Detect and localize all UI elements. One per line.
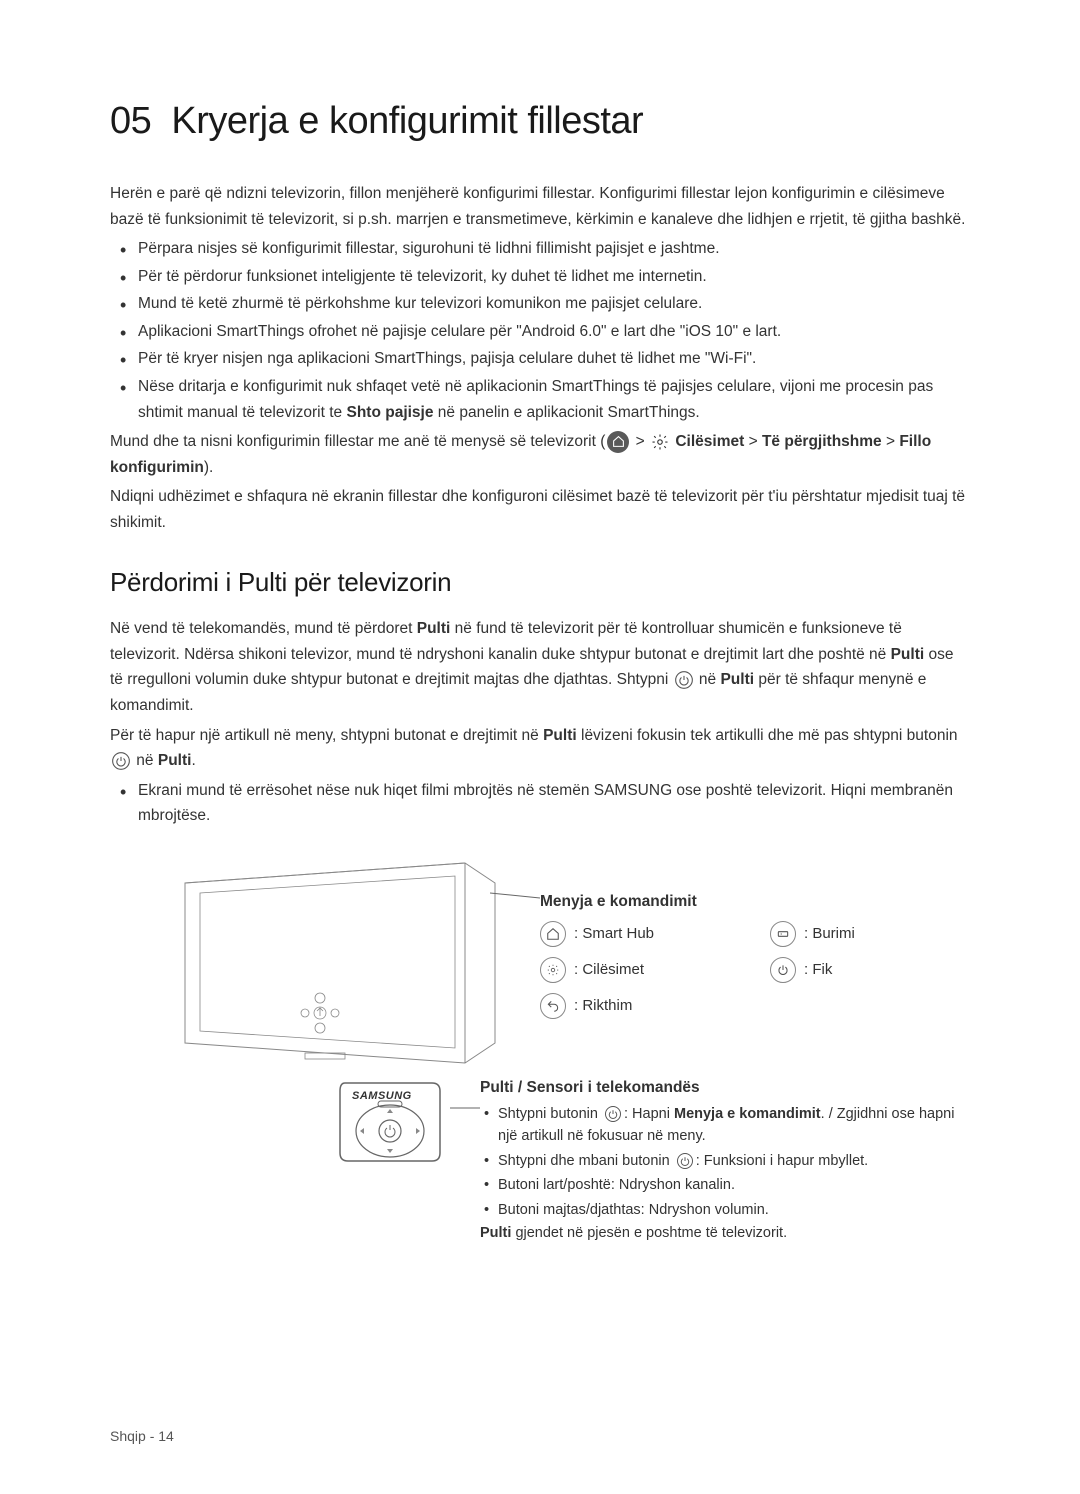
bold-text: Pulti xyxy=(417,620,451,637)
sensor-block: Pulti / Sensori i telekomandës Shtypni b… xyxy=(480,1079,960,1241)
followup-paragraph: Ndiqni udhëzimet e shfaqura në ekranin f… xyxy=(110,484,970,535)
diagram-area: SAMSUNG Menyja e komandimit : Smart Hub … xyxy=(110,853,970,1263)
bold-text: Shto pajisje xyxy=(346,404,433,421)
command-menu-title: Menyja e komandimit xyxy=(540,893,900,911)
menu-path-item: Të përgjithshme xyxy=(762,433,882,450)
menu-label: : Cilësimet xyxy=(574,961,644,978)
bullet-item: Ekrani mund të errësohet nëse nuk hiqet … xyxy=(138,778,970,829)
bullet-item: Për të përdorur funksionet inteligjente … xyxy=(138,264,970,290)
sensor-bullet: Shtypni butonin : Hapni Menyja e komandi… xyxy=(498,1103,960,1148)
text-fragment: në xyxy=(695,671,721,688)
text-fragment: Për të hapur një artikull në meny, shtyp… xyxy=(110,727,543,744)
leader-line xyxy=(450,1103,480,1113)
page-heading: 05 Kryerja e konfigurimit fillestar xyxy=(110,100,970,143)
pulti-paragraph-1: Në vend të telekomandës, mund të përdore… xyxy=(110,616,970,718)
bold-text: Pulti xyxy=(480,1225,511,1241)
command-menu-block: Menyja e komandimit : Smart Hub : Burimi xyxy=(540,893,900,1029)
bold-text: Pulti xyxy=(720,671,754,688)
power-icon xyxy=(602,1103,624,1125)
power-icon xyxy=(674,1150,696,1172)
home-icon xyxy=(540,921,566,947)
intro-bullet-list: Përpara nisjes së konfigurimit fillestar… xyxy=(110,236,970,425)
menu-label: : Smart Hub xyxy=(574,925,654,942)
sensor-bullet: Shtypni dhe mbani butonin : Funksioni i … xyxy=(498,1150,960,1172)
sensor-bullet: Butoni majtas/djathtas: Ndryshon volumin… xyxy=(498,1199,960,1221)
text-fragment: gjendet në pjesën e poshtme të televizor… xyxy=(511,1225,787,1241)
tv-diagram xyxy=(175,853,505,1073)
menu-item-cilesimet: : Cilësimet xyxy=(540,957,670,983)
bold-text: Menyja e komandimit xyxy=(674,1106,821,1122)
bullet-item: Për të kryer nisjen nga aplikacioni Smar… xyxy=(138,346,970,372)
intro-paragraph: Herën e parë që ndizni televizorin, fill… xyxy=(110,181,970,232)
sensor-footer: Pulti gjendet në pjesën e poshtme të tel… xyxy=(480,1225,960,1241)
samsung-logo: SAMSUNG xyxy=(352,1090,412,1102)
bold-text: Pulti xyxy=(543,727,577,744)
power-icon xyxy=(673,669,695,691)
sensor-title: Pulti / Sensori i telekomandës xyxy=(480,1079,960,1097)
menu-item-smarthub: : Smart Hub xyxy=(540,921,670,947)
menu-label: : Burimi xyxy=(804,925,855,942)
home-icon xyxy=(607,431,629,453)
leader-line xyxy=(490,883,540,903)
return-icon xyxy=(540,993,566,1019)
text-fragment: : Hapni xyxy=(624,1106,674,1122)
text-fragment: Shtypni butonin xyxy=(498,1106,602,1122)
gear-icon xyxy=(540,957,566,983)
controller-diagram xyxy=(330,1073,450,1168)
menu-item-rikthim: : Rikthim xyxy=(540,993,670,1019)
menu-item-burimi: : Burimi xyxy=(770,921,900,947)
bullet-item: Nëse dritarja e konfigurimit nuk shfaqet… xyxy=(138,374,970,425)
bullet-item: Mund të ketë zhurmë të përkohshme kur te… xyxy=(138,291,970,317)
text-fragment: . xyxy=(191,752,195,769)
text-fragment: lëvizeni fokusin tek artikulli dhe më pa… xyxy=(577,727,958,744)
text-fragment: Mund dhe ta nisni konfigurimin fillestar… xyxy=(110,433,605,450)
sensor-bullet-list: Shtypni butonin : Hapni Menyja e komandi… xyxy=(480,1103,960,1221)
page-footer: Shqip - 14 xyxy=(110,1428,174,1444)
pulti-paragraph-2: Për të hapur një artikull në meny, shtyp… xyxy=(110,723,970,774)
bullet-text: në panelin e aplikacionit SmartThings. xyxy=(433,404,699,421)
ekrani-bullet-list: Ekrani mund të errësohet nëse nuk hiqet … xyxy=(110,778,970,829)
menu-label: : Fik xyxy=(804,961,832,978)
text-fragment: ). xyxy=(204,459,213,476)
text-fragment: : Funksioni i hapur mbyllet. xyxy=(696,1153,868,1169)
text-fragment: Në vend të telekomandës, mund të përdore… xyxy=(110,620,417,637)
menu-path-item: Cilësimet xyxy=(675,433,744,450)
bold-text: Pulti xyxy=(891,646,925,663)
gear-icon xyxy=(651,433,669,451)
text-fragment: Shtypni dhe mbani butonin xyxy=(498,1153,674,1169)
bullet-item: Aplikacioni SmartThings ofrohet në pajis… xyxy=(138,319,970,345)
power-icon xyxy=(110,750,132,772)
sensor-bullet: Butoni lart/poshtë: Ndryshon kanalin. xyxy=(498,1174,960,1196)
menu-path-paragraph: Mund dhe ta nisni konfigurimin fillestar… xyxy=(110,429,970,480)
bold-text: Pulti xyxy=(158,752,192,769)
text-fragment: në xyxy=(132,752,158,769)
bullet-item: Përpara nisjes së konfigurimit fillestar… xyxy=(138,236,970,262)
menu-label: : Rikthim xyxy=(574,997,632,1014)
power-icon xyxy=(770,957,796,983)
menu-item-fik: : Fik xyxy=(770,957,900,983)
sub-heading: Përdorimi i Pulti për televizorin xyxy=(110,567,970,598)
source-icon xyxy=(770,921,796,947)
